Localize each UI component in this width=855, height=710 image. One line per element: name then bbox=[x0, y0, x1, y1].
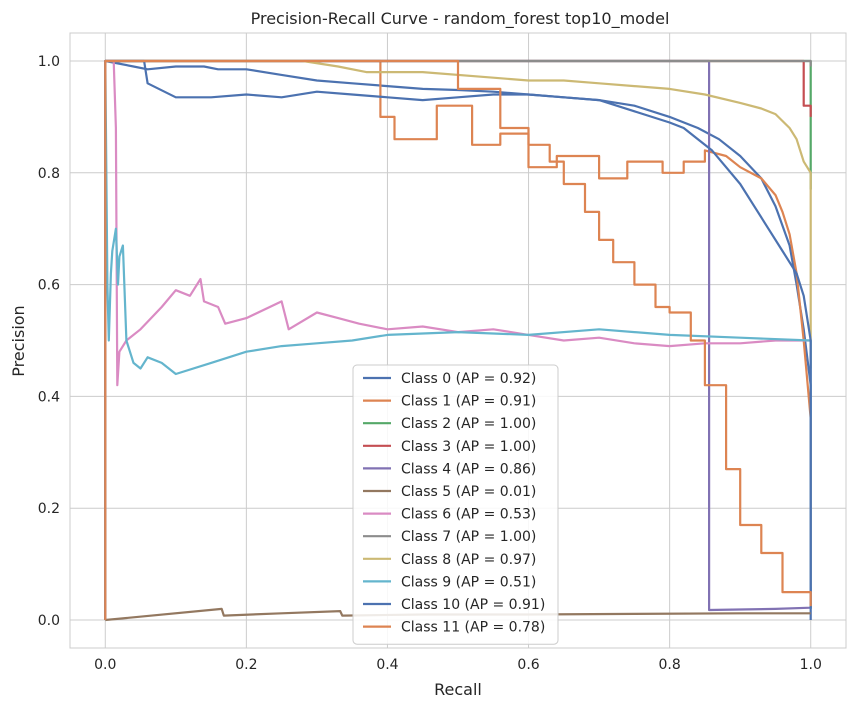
series-line-class-9 bbox=[104, 59, 812, 620]
x-tick-label: 0.6 bbox=[517, 657, 539, 673]
series-line-class-1 bbox=[104, 59, 812, 620]
y-tick-label: 0.2 bbox=[38, 501, 60, 517]
x-tick-labels: 0.0 0.2 0.4 0.6 0.8 1.0 bbox=[94, 657, 822, 673]
y-tick-label: 1.0 bbox=[38, 54, 60, 70]
series-layer bbox=[104, 59, 812, 622]
y-tick-label: 0.8 bbox=[38, 166, 60, 182]
y-tick-label: 0.6 bbox=[38, 278, 60, 294]
legend-label: Class 4 (AP = 0.86) bbox=[401, 461, 536, 477]
series-line-class-11 bbox=[104, 59, 812, 620]
x-tick-label: 0.0 bbox=[94, 657, 116, 673]
y-axis-label: Precision bbox=[9, 305, 28, 376]
legend-label: Class 3 (AP = 1.00) bbox=[401, 439, 536, 455]
series-line-class-6 bbox=[104, 59, 811, 620]
y-tick-labels: 0.0 0.2 0.4 0.6 0.8 1.0 bbox=[38, 54, 60, 629]
legend: Class 0 (AP = 0.92) Class 1 (AP = 0.91) Cl… bbox=[352, 364, 559, 645]
legend-label: Class 10 (AP = 0.91) bbox=[401, 597, 545, 613]
legend-label: Class 11 (AP = 0.78) bbox=[401, 620, 545, 636]
series-line-class-8 bbox=[104, 59, 812, 620]
chart-title: Precision-Recall Curve - random_forest t… bbox=[251, 9, 670, 29]
x-tick-label: 0.2 bbox=[235, 657, 257, 673]
x-axis-label: Recall bbox=[434, 680, 482, 699]
y-tick-label: 0.0 bbox=[38, 613, 60, 629]
x-tick-label: 0.8 bbox=[659, 657, 681, 673]
series-line-class-5 bbox=[105, 607, 811, 622]
legend-label: Class 5 (AP = 0.01) bbox=[401, 484, 536, 500]
legend-label: Class 8 (AP = 0.97) bbox=[401, 552, 536, 568]
series-line-class-0 bbox=[104, 59, 812, 620]
legend-box bbox=[352, 364, 559, 645]
legend-label: Class 9 (AP = 0.51) bbox=[401, 574, 536, 590]
legend-label: Class 0 (AP = 0.92) bbox=[401, 371, 536, 387]
legend-label: Class 7 (AP = 1.00) bbox=[401, 529, 536, 545]
legend-label: Class 1 (AP = 0.91) bbox=[401, 394, 536, 410]
y-tick-label: 0.4 bbox=[38, 389, 60, 405]
x-tick-label: 1.0 bbox=[800, 657, 822, 673]
series-line-class-10 bbox=[104, 59, 812, 620]
x-tick-label: 0.4 bbox=[376, 657, 398, 673]
legend-label: Class 2 (AP = 1.00) bbox=[401, 416, 536, 432]
legend-label: Class 6 (AP = 0.53) bbox=[401, 507, 536, 523]
